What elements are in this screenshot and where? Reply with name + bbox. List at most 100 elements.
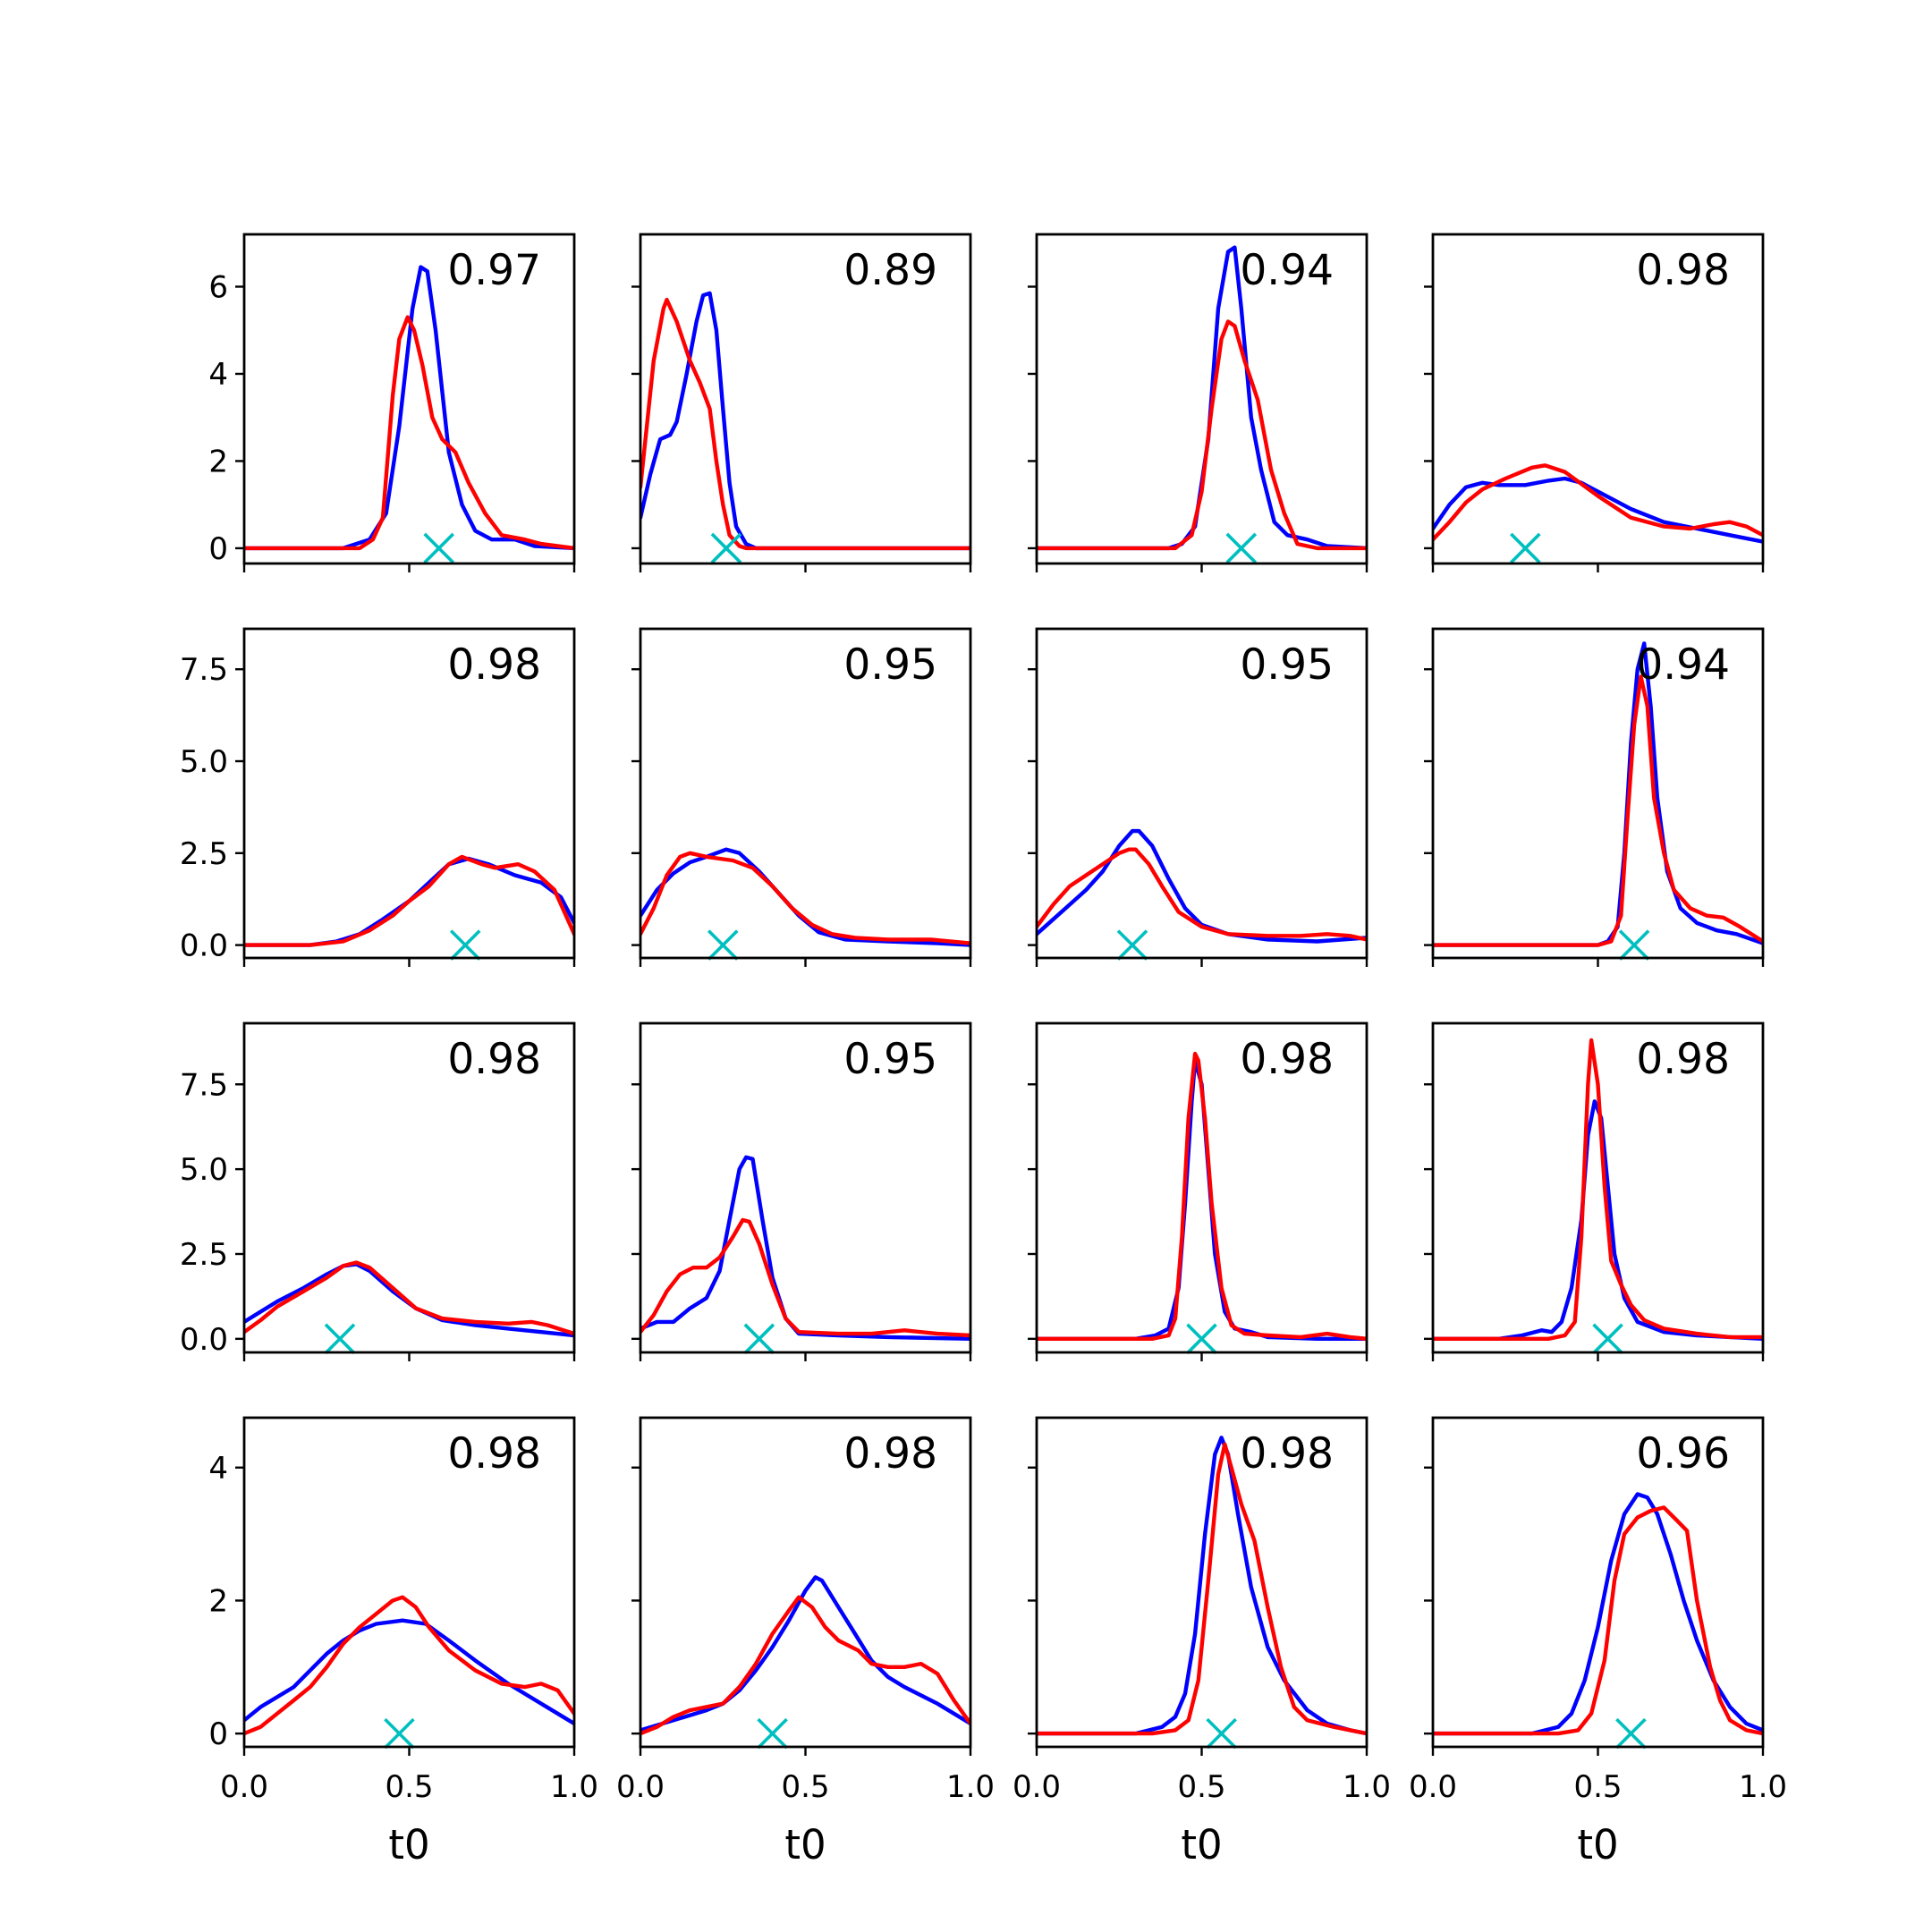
x-axis-label: t0 bbox=[784, 1821, 826, 1868]
panel-16: 0.0 0.5 1.0 t0 0.96 bbox=[1409, 1416, 1787, 1868]
y-tick-label: 0.0 bbox=[180, 928, 228, 964]
score-label: 0.94 bbox=[1240, 246, 1334, 295]
x-marker bbox=[384, 1717, 415, 1750]
x-marker bbox=[1225, 532, 1258, 564]
x-tick-label: 0.0 bbox=[1013, 1769, 1061, 1805]
y-tick-label: 7.5 bbox=[180, 652, 228, 688]
panel-12: 0.98 bbox=[1424, 1021, 1765, 1361]
panel-curves bbox=[244, 1260, 574, 1338]
panel-curves bbox=[1433, 1038, 1763, 1342]
panel-10: 0.95 bbox=[631, 1021, 972, 1361]
x-marker bbox=[1592, 1323, 1623, 1355]
score-label: 0.98 bbox=[447, 1035, 541, 1084]
panel-1: 0 2 4 6 0.97 bbox=[208, 233, 576, 572]
panel-grid: 0 2 4 6 0.97 0.89 0.94 0.98 0.0 2.5 5.0 7.5 0.98 0.95… bbox=[180, 233, 1787, 1868]
x-tick-label: 0.0 bbox=[1409, 1769, 1457, 1805]
x-tick-label: 1.0 bbox=[1739, 1769, 1787, 1805]
panel-8: 0.94 bbox=[1424, 627, 1765, 967]
x-marker bbox=[757, 1717, 788, 1750]
score-label: 0.89 bbox=[843, 246, 937, 295]
score-label: 0.98 bbox=[447, 640, 541, 690]
blue-density-line bbox=[244, 1618, 574, 1726]
score-label: 0.95 bbox=[843, 640, 937, 690]
y-tick-label: 5.0 bbox=[180, 1152, 228, 1188]
x-tick-label: 1.0 bbox=[1343, 1769, 1391, 1805]
score-label: 0.95 bbox=[843, 1035, 937, 1084]
red-density-line bbox=[244, 1260, 574, 1336]
panel-curves bbox=[1433, 463, 1763, 544]
x-marker bbox=[1116, 929, 1148, 961]
blue-density-line bbox=[1037, 245, 1367, 551]
x-marker bbox=[707, 929, 739, 961]
red-density-line bbox=[1037, 1051, 1367, 1342]
panel-curves bbox=[1037, 1436, 1367, 1736]
panel-curves bbox=[1433, 1492, 1763, 1736]
red-density-line bbox=[1037, 1442, 1367, 1736]
y-tick-label: 0 bbox=[208, 1716, 228, 1752]
y-tick-label: 0.0 bbox=[180, 1322, 228, 1358]
red-density-line bbox=[1433, 1505, 1763, 1736]
panel-curves bbox=[244, 265, 574, 551]
score-label: 0.98 bbox=[843, 1429, 937, 1479]
red-density-line bbox=[244, 315, 574, 551]
score-label: 0.98 bbox=[1240, 1035, 1334, 1084]
x-marker bbox=[449, 929, 481, 961]
panel-3: 0.94 bbox=[1028, 233, 1368, 572]
x-tick-label: 0.5 bbox=[1177, 1769, 1225, 1805]
panel-13: 0 2 4 0.0 0.5 1.0 t0 0.98 bbox=[208, 1416, 598, 1868]
panel-5: 0.0 2.5 5.0 7.5 0.98 bbox=[180, 627, 576, 967]
red-density-line bbox=[1433, 674, 1763, 947]
score-label: 0.97 bbox=[447, 246, 541, 295]
y-tick-label: 4 bbox=[208, 1451, 228, 1487]
red-density-line bbox=[640, 1595, 970, 1736]
x-axis-label: t0 bbox=[388, 1821, 429, 1868]
score-label: 0.96 bbox=[1636, 1429, 1730, 1479]
y-tick-label: 2 bbox=[208, 1583, 228, 1619]
panel-curves bbox=[640, 1155, 970, 1342]
x-marker bbox=[1510, 532, 1541, 564]
red-density-line bbox=[640, 851, 970, 945]
panel-7: 0.95 bbox=[1028, 627, 1368, 967]
x-marker bbox=[423, 532, 454, 564]
y-tick-label: 2 bbox=[208, 444, 228, 479]
red-density-line bbox=[1433, 463, 1763, 542]
x-tick-label: 0.5 bbox=[1573, 1769, 1622, 1805]
x-tick-label: 1.0 bbox=[550, 1769, 598, 1805]
x-marker bbox=[1206, 1717, 1237, 1750]
x-axis-label: t0 bbox=[1181, 1821, 1222, 1868]
blue-density-line bbox=[1433, 1099, 1763, 1342]
panel-curves bbox=[640, 1575, 970, 1736]
x-tick-label: 0.5 bbox=[781, 1769, 829, 1805]
x-marker bbox=[1618, 929, 1650, 961]
red-density-line bbox=[244, 1595, 574, 1736]
x-marker bbox=[324, 1323, 356, 1355]
y-tick-label: 4 bbox=[208, 357, 228, 393]
panel-curves bbox=[244, 854, 574, 947]
x-marker bbox=[710, 532, 742, 564]
panel-curves bbox=[244, 1595, 574, 1736]
red-density-line bbox=[640, 1217, 970, 1338]
y-tick-label: 6 bbox=[208, 269, 228, 305]
x-marker bbox=[1615, 1717, 1647, 1750]
panel-15: 0.0 0.5 1.0 t0 0.98 bbox=[1013, 1416, 1391, 1868]
panel-6: 0.95 bbox=[631, 627, 972, 967]
score-label: 0.98 bbox=[1636, 1035, 1730, 1084]
panel-curves bbox=[640, 847, 970, 947]
x-tick-label: 1.0 bbox=[946, 1769, 995, 1805]
red-density-line bbox=[640, 297, 970, 551]
red-density-line bbox=[1433, 1038, 1763, 1342]
panel-14: 0.0 0.5 1.0 t0 0.98 bbox=[616, 1416, 995, 1868]
y-tick-label: 5.0 bbox=[180, 744, 228, 780]
red-density-line bbox=[1037, 847, 1367, 942]
blue-density-line bbox=[244, 1262, 574, 1338]
panel-9: 0.0 2.5 5.0 7.5 0.98 bbox=[180, 1021, 576, 1361]
y-tick-label: 7.5 bbox=[180, 1067, 228, 1103]
red-density-line bbox=[1037, 319, 1367, 551]
panel-4: 0.98 bbox=[1424, 233, 1765, 572]
score-label: 0.94 bbox=[1636, 640, 1730, 690]
panel-curves bbox=[1037, 245, 1367, 551]
x-marker bbox=[743, 1323, 775, 1355]
y-tick-label: 2.5 bbox=[180, 1237, 228, 1273]
panel-curves bbox=[1037, 1051, 1367, 1342]
